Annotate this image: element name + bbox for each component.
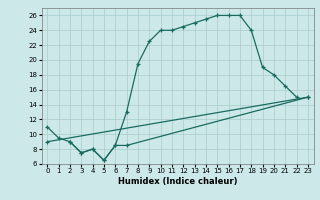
X-axis label: Humidex (Indice chaleur): Humidex (Indice chaleur) [118,177,237,186]
